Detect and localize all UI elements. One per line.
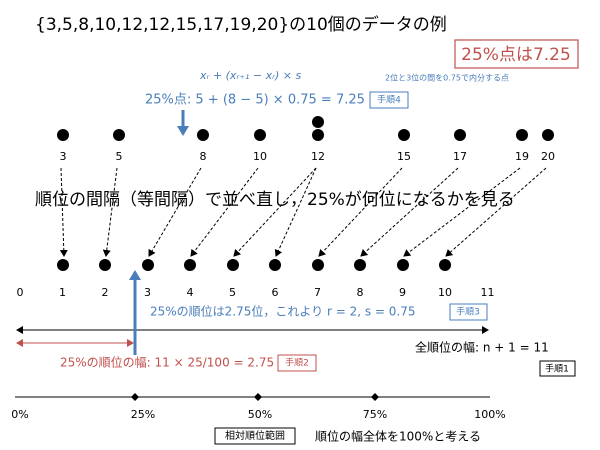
rank-label: 2 [102, 286, 109, 299]
range-note: 順位の幅全体を100%と考える [315, 429, 481, 444]
data-dot [516, 129, 528, 141]
value-label: 3 [60, 150, 67, 163]
rank-label: 7 [314, 286, 321, 299]
rank-dot [354, 259, 366, 271]
rank-dot [312, 259, 324, 271]
value-label: 12 [311, 150, 325, 163]
rank-dot [142, 259, 154, 271]
data-dot [398, 129, 410, 141]
data-dot [542, 129, 554, 141]
percent-label: 100% [474, 408, 505, 421]
step2-label: 手順2 [285, 357, 309, 369]
step4-text: 25%点: 5 + (8 − 5) × 0.75 = 7.25 [145, 93, 365, 108]
rank-label: 5 [229, 286, 236, 299]
step1-box [539, 360, 576, 377]
step3-text: 25%の順位は2.75位，これより r = 2, s = 0.75 [150, 304, 416, 319]
connector-arrow [59, 167, 68, 257]
rank-dot [57, 259, 69, 271]
step3-label: 手順3 [456, 306, 480, 318]
step3-box [449, 303, 488, 321]
step2-text: 25%の順位の幅: 11 × 25/100 = 2.75 [60, 355, 274, 370]
value-label: 8 [200, 150, 207, 163]
step1-label: 手順1 [545, 363, 569, 375]
connector-arrow [190, 167, 259, 257]
data-dot [57, 129, 69, 141]
rank-label: 8 [357, 286, 364, 299]
rank-dot [439, 259, 451, 271]
step4-box [369, 91, 409, 109]
range-label: 相対順位範囲 [225, 429, 285, 442]
data-dot [454, 129, 466, 141]
step2-box [277, 354, 317, 372]
connector-arrow [148, 167, 202, 257]
rank-label: 0 [17, 286, 24, 299]
percent-diamond [131, 393, 139, 401]
percent-diamond [371, 393, 379, 401]
connector-arrow [102, 167, 118, 257]
percent-label: 25% [131, 408, 155, 421]
rank-label: 3 [144, 286, 151, 299]
rank-label: 9 [399, 286, 406, 299]
rank-label: 11 [481, 286, 495, 299]
rank-label: 6 [272, 286, 279, 299]
total-width: 全順位の幅: n + 1 = 11 [415, 340, 549, 355]
value-label: 19 [515, 150, 529, 163]
connector-arrow [403, 167, 521, 257]
range-box [214, 427, 296, 445]
data-dot [254, 129, 266, 141]
rank-dot [184, 259, 196, 271]
connector-arrow [445, 167, 547, 257]
rank-dot [227, 259, 239, 271]
data-dot [113, 129, 125, 141]
data-dot [312, 129, 324, 141]
formula: xᵣ + (xᵣ₊₁ − xᵣ) × s [199, 69, 301, 82]
percent-label: 0% [11, 408, 28, 421]
data-dot [197, 129, 209, 141]
rank-label: 1 [59, 286, 66, 299]
value-label: 5 [116, 150, 123, 163]
rank-dot [269, 259, 281, 271]
data-dot [312, 116, 324, 128]
result-text: 25%点は7.25 [461, 45, 571, 65]
rank-label: 10 [438, 286, 452, 299]
formula-note: 2位と3位の間を0.75で内分する点 [385, 73, 509, 83]
percent-label: 75% [363, 408, 387, 421]
connector-arrow [274, 167, 317, 257]
value-label: 10 [253, 150, 267, 163]
connector-arrow [318, 167, 403, 257]
value-label: 15 [397, 150, 411, 163]
middle-text: 順位の間隔（等間隔）で並べ直し，25%が何位になるかを見る [35, 190, 515, 210]
value-label: 17 [453, 150, 467, 163]
connector-arrow [360, 167, 459, 257]
rank-dot [99, 259, 111, 271]
percent-diamond [254, 393, 262, 401]
value-label: 20 [541, 150, 555, 163]
result-box [454, 39, 579, 69]
title: {3,5,8,10,12,12,15,17,19,20}の10個のデータの例 [35, 14, 447, 35]
step4-label: 手順4 [377, 94, 401, 106]
rank-label: 4 [187, 286, 194, 299]
connector-arrow [233, 167, 317, 257]
percent-label: 50% [248, 408, 272, 421]
rank-dot [397, 259, 409, 271]
